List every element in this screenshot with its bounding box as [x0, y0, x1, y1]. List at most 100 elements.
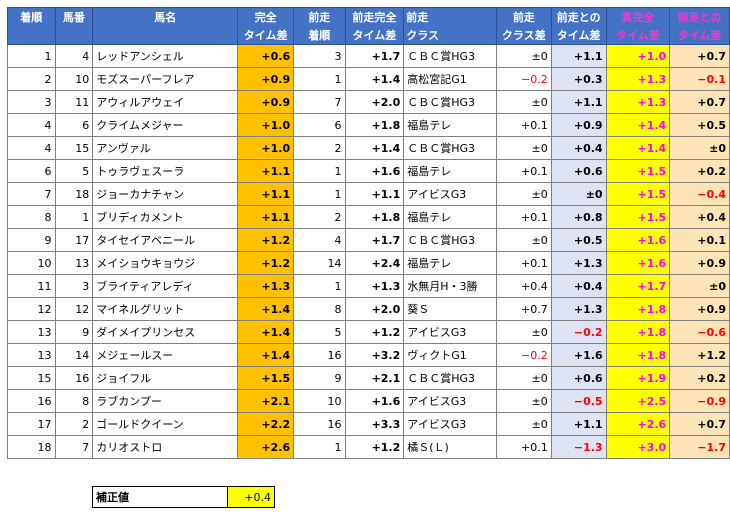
vs-prev-cell: +1.1	[550, 412, 607, 436]
horse-number-cell: 9	[54, 320, 94, 344]
horse-name-cell: ダイメイプリンセス	[92, 320, 239, 344]
prev-rank-cell: 10	[293, 389, 346, 413]
prev-class-cell: 福島テレ	[403, 205, 497, 229]
full-diff-cell: +1.2	[237, 251, 295, 275]
horse-name-cell: メジェールスー	[92, 343, 239, 367]
rank-cell: 4	[7, 113, 56, 137]
true-full-diff-cell: +1.6	[605, 251, 671, 275]
vs-prev-2-cell: −0.9	[669, 389, 730, 413]
horse-number-cell: 17	[54, 228, 94, 252]
class-diff-cell: ±0	[495, 389, 552, 413]
vs-prev-cell: −1.3	[550, 435, 607, 459]
true-full-diff-cell: +1.9	[605, 366, 671, 390]
header-class-diff: 前走	[495, 7, 552, 26]
header-prev-class-2: クラス	[403, 26, 497, 45]
table-row: 1 4 レッドアンシェル +0.6 3 +1.7 ＣＢＣ賞HG3 ±0 +1.1 +1.0 +0.7	[7, 44, 730, 68]
rank-cell: 3	[7, 90, 56, 114]
header-true-full-diff: 真完全	[605, 7, 671, 26]
vs-prev-2-cell: +0.7	[669, 44, 730, 68]
table-row: 3 11 アウィルアウェイ +0.9 7 +2.0 ＣＢＣ賞HG3 ±0 +1.1 +1.3 +0.…	[7, 90, 730, 114]
horse-name-cell: タイセイアベニール	[92, 228, 239, 252]
header-prev-full-diff-2: タイム差	[344, 26, 405, 45]
horse-number-cell: 4	[54, 44, 94, 68]
vs-prev-2-cell: −1.7	[669, 435, 730, 459]
class-diff-cell: +0.7	[495, 297, 552, 321]
header-prev-rank: 前走	[293, 7, 346, 26]
class-diff-cell: +0.1	[495, 205, 552, 229]
table-row: 13 14 メジェールスー +1.4 16 +3.2 ヴィクトG1 −0.2 +1.6 +1.8 +…	[7, 343, 730, 367]
rank-cell: 18	[7, 435, 56, 459]
prev-rank-cell: 9	[293, 366, 346, 390]
table-row: 17 2 ゴールドクイーン +2.2 16 +3.3 アイビスG3 ±0 +1.1 +2.6 +0.…	[7, 412, 730, 436]
vs-prev-2-cell: +0.9	[669, 251, 730, 275]
true-full-diff-cell: +1.5	[605, 159, 671, 183]
vs-prev-2-cell: ±0	[669, 274, 730, 298]
prev-class-cell: ＣＢＣ賞HG3	[403, 44, 497, 68]
rank-cell: 13	[7, 343, 56, 367]
true-full-diff-cell: +1.8	[605, 343, 671, 367]
table-row: 7 18 ジョーカナチャン +1.1 1 +1.1 アイビスG3 ±0 ±0 +1.5 −0.4	[7, 182, 730, 206]
table-row: 12 12 マイネルグリット +1.4 8 +2.0 葵Ｓ +0.7 +1.3 +1.8 +0.9	[7, 297, 730, 321]
prev-rank-cell: 3	[293, 44, 346, 68]
full-diff-cell: +1.5	[237, 366, 295, 390]
prev-rank-cell: 6	[293, 113, 346, 137]
vs-prev-2-cell: +0.1	[669, 228, 730, 252]
vs-prev-2-cell: −0.1	[669, 67, 730, 91]
correction-value: +0.4	[227, 486, 275, 508]
vs-prev-2-cell: +1.2	[669, 343, 730, 367]
vs-prev-2-cell: −0.4	[669, 182, 730, 206]
class-diff-cell: +0.1	[495, 251, 552, 275]
vs-prev-cell: +0.3	[550, 67, 607, 91]
header-full-diff: 完全	[237, 7, 295, 26]
true-full-diff-cell: +1.4	[605, 113, 671, 137]
vs-prev-cell: +0.8	[550, 205, 607, 229]
full-diff-cell: +1.2	[237, 228, 295, 252]
class-diff-cell: +0.4	[495, 274, 552, 298]
true-full-diff-cell: +2.5	[605, 389, 671, 413]
rank-cell: 11	[7, 274, 56, 298]
full-diff-cell: +1.3	[237, 274, 295, 298]
full-diff-cell: +0.9	[237, 90, 295, 114]
prev-full-diff-cell: +1.2	[344, 320, 405, 344]
rank-cell: 6	[7, 159, 56, 183]
prev-class-cell: ヴィクトG1	[403, 343, 497, 367]
class-diff-cell: ±0	[495, 228, 552, 252]
prev-class-cell: ＣＢＣ賞HG3	[403, 228, 497, 252]
results-table: 着順 馬番 馬名 完全 前走 前走完全 前走 前走 前走との 真完全 前走との …	[7, 7, 730, 459]
rank-cell: 15	[7, 366, 56, 390]
rank-cell: 2	[7, 67, 56, 91]
class-diff-cell: ±0	[495, 412, 552, 436]
table-row: 16 8 ラブカンプー +2.1 10 +1.6 アイビスG3 ±0 −0.5 +2.5 −0.9	[7, 389, 730, 413]
prev-rank-cell: 7	[293, 90, 346, 114]
full-diff-cell: +0.6	[237, 44, 295, 68]
class-diff-cell: ±0	[495, 366, 552, 390]
header-prev-class: 前走	[403, 7, 497, 26]
vs-prev-cell: +0.6	[550, 159, 607, 183]
rank-cell: 7	[7, 182, 56, 206]
vs-prev-cell: +0.4	[550, 274, 607, 298]
prev-rank-cell: 1	[293, 435, 346, 459]
class-diff-cell: +0.1	[495, 435, 552, 459]
vs-prev-cell: +0.6	[550, 366, 607, 390]
prev-class-cell: ＣＢＣ賞HG3	[403, 136, 497, 160]
full-diff-cell: +0.9	[237, 67, 295, 91]
table-row: 13 9 ダイメイプリンセス +1.4 5 +1.2 アイビスG3 ±0 −0.2 +1.8 −0.…	[7, 320, 730, 344]
prev-full-diff-cell: +1.8	[344, 205, 405, 229]
horse-number-cell: 6	[54, 113, 94, 137]
true-full-diff-cell: +1.3	[605, 90, 671, 114]
prev-full-diff-cell: +3.2	[344, 343, 405, 367]
prev-rank-cell: 1	[293, 274, 346, 298]
table-row: 4 6 クライムメジャー +1.0 6 +1.8 福島テレ +0.1 +0.9 +1.4 +0.5	[7, 113, 730, 137]
full-diff-cell: +1.4	[237, 343, 295, 367]
horse-name-cell: トゥラヴェスーラ	[92, 159, 239, 183]
full-diff-cell: +1.4	[237, 297, 295, 321]
vs-prev-2-cell: +0.9	[669, 297, 730, 321]
prev-rank-cell: 1	[293, 67, 346, 91]
full-diff-cell: +1.1	[237, 159, 295, 183]
class-diff-cell: +0.1	[495, 113, 552, 137]
rank-cell: 1	[7, 44, 56, 68]
full-diff-cell: +1.0	[237, 113, 295, 137]
full-diff-cell: +1.1	[237, 205, 295, 229]
horse-number-cell: 14	[54, 343, 94, 367]
true-full-diff-cell: +1.0	[605, 44, 671, 68]
